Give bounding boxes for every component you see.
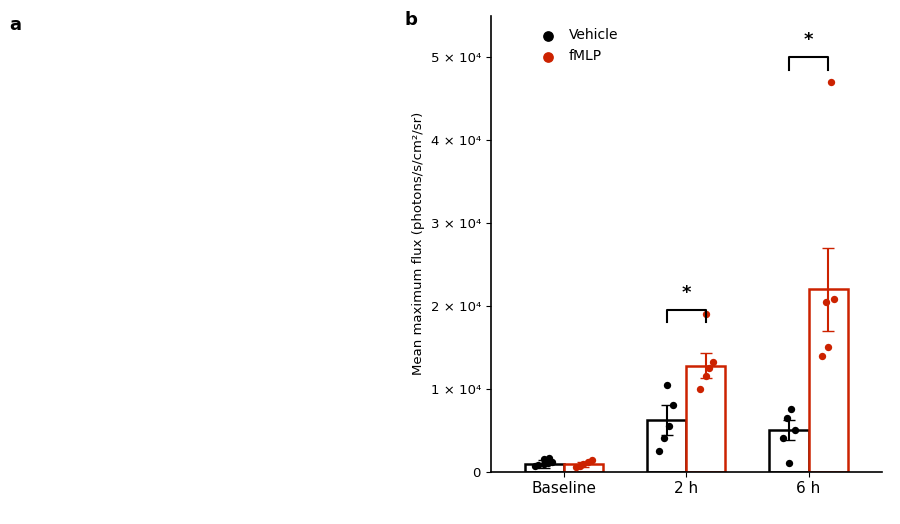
- Point: [572, 462, 587, 470]
- Point: [657, 434, 671, 443]
- Bar: [525, 464, 564, 472]
- Point: [652, 446, 667, 455]
- Y-axis label: Mean maximum flux (photons/s/cm²/sr): Mean maximum flux (photons/s/cm²/sr): [412, 112, 425, 375]
- Point: [776, 434, 790, 443]
- Bar: [647, 420, 686, 472]
- Point: [788, 426, 802, 434]
- Point: [537, 460, 552, 468]
- Text: a: a: [9, 16, 21, 34]
- Point: [782, 459, 796, 467]
- Point: [585, 456, 599, 464]
- Point: [818, 298, 832, 306]
- Point: [779, 413, 794, 422]
- Bar: [564, 464, 603, 472]
- Point: [824, 78, 838, 86]
- Point: [527, 462, 542, 470]
- Point: [581, 458, 596, 467]
- Point: [662, 422, 676, 430]
- Point: [531, 461, 545, 469]
- Point: [814, 352, 829, 360]
- Legend: Vehicle, fMLP: Vehicle, fMLP: [529, 23, 624, 69]
- Text: b: b: [404, 11, 418, 29]
- Point: [821, 343, 835, 352]
- Bar: [770, 430, 808, 472]
- Point: [541, 459, 555, 467]
- Point: [537, 455, 552, 463]
- Point: [576, 460, 590, 468]
- Text: *: *: [681, 283, 691, 302]
- Point: [827, 295, 842, 303]
- Point: [784, 405, 798, 413]
- Point: [542, 453, 556, 462]
- Text: *: *: [804, 31, 814, 49]
- Point: [702, 364, 716, 372]
- Bar: [686, 366, 725, 472]
- Point: [698, 310, 713, 318]
- Point: [660, 380, 674, 389]
- Point: [698, 372, 713, 380]
- Point: [692, 385, 706, 393]
- Point: [706, 358, 720, 366]
- Point: [569, 463, 583, 472]
- Point: [666, 401, 680, 409]
- Point: [544, 458, 559, 467]
- Bar: [808, 289, 848, 472]
